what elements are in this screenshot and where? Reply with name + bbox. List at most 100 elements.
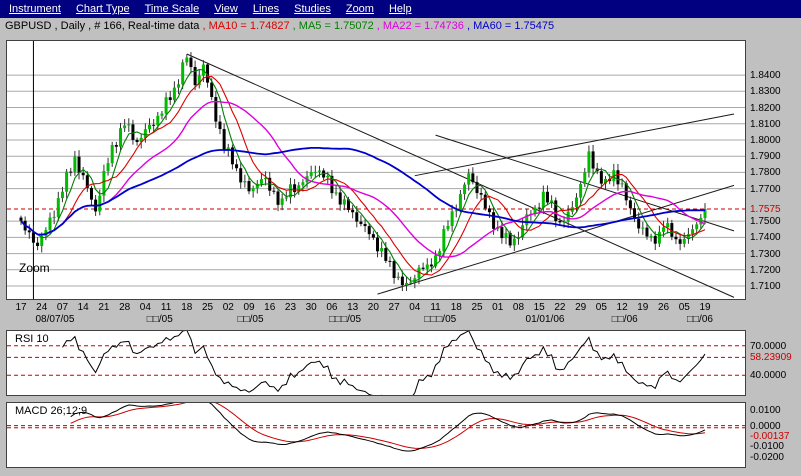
menu-item-help[interactable]: Help xyxy=(388,3,412,15)
x-week-tick: 28 xyxy=(119,302,131,313)
macd-level-3: -0.0100 xyxy=(750,440,784,452)
x-week-tick: 29 xyxy=(575,302,587,313)
x-week-tick: 20 xyxy=(367,302,379,313)
rsi-chart[interactable] xyxy=(7,331,745,395)
macd-level-4: -0.0200 xyxy=(750,451,784,463)
x-week-tick: 06 xyxy=(326,302,338,313)
x-week-tick: 16 xyxy=(264,302,276,313)
x-month-label: □□/05 xyxy=(237,314,264,325)
menu-item-studies[interactable]: Studies xyxy=(294,3,331,15)
x-week-tick: 23 xyxy=(284,302,297,313)
grid-lines xyxy=(7,74,745,287)
x-week-tick: 15 xyxy=(533,302,545,313)
x-week-tick: 11 xyxy=(160,302,172,313)
x-week-tick: 30 xyxy=(305,302,317,313)
price-label-0: 1.8400 xyxy=(750,70,781,82)
main-chart-panel[interactable]: Zoom xyxy=(6,40,746,300)
ma22-line xyxy=(20,100,706,258)
rsi-level-2: 40.0000 xyxy=(750,370,787,382)
price-label-3: 1.8100 xyxy=(750,118,781,130)
price-label-12: 1.7200 xyxy=(750,264,781,276)
x-month-label: □□/06 xyxy=(686,314,713,325)
x-week-tick: 11 xyxy=(430,302,441,313)
x-week-tick: 25 xyxy=(471,302,483,313)
x-week-tick: 18 xyxy=(181,302,193,313)
candlestick-chart[interactable] xyxy=(7,41,745,299)
price-label-10: 1.7400 xyxy=(750,232,781,244)
x-week-tick: 09 xyxy=(243,302,255,313)
price-label-5: 1.7900 xyxy=(750,151,781,163)
chart-info-bar: GBPUSD , Daily , # 166, Real-time data ,… xyxy=(0,18,801,34)
x-week-tick: 19 xyxy=(637,302,649,313)
menu-item-lines[interactable]: Lines xyxy=(252,3,280,15)
macd-level-2: -0.00137 xyxy=(750,430,790,442)
x-week-tick: 04 xyxy=(409,302,421,313)
price-label-1: 1.8300 xyxy=(750,86,781,98)
rsi-panel[interactable]: RSI 10 xyxy=(6,330,746,396)
x-month-label: □□□/05 xyxy=(424,314,457,325)
macd-level-1: 0.0000 xyxy=(750,420,781,432)
zoom-label: Zoom xyxy=(19,261,50,275)
x-week-tick: 18 xyxy=(450,302,462,313)
trend-lines xyxy=(186,53,735,298)
price-label-8: 1.7575 xyxy=(750,203,781,215)
chart-title: GBPUSD , Daily , # 166, Real-time data xyxy=(5,20,203,32)
macd-label: MACD 26;12;9 xyxy=(15,405,88,417)
x-week-tick: 19 xyxy=(699,302,711,313)
macd-signal-line xyxy=(70,403,706,449)
x-week-tick: 05 xyxy=(595,302,607,313)
ma-value-1: , MA5 = 1.75072 xyxy=(292,20,377,32)
menu-item-time-scale[interactable]: Time Scale xyxy=(144,3,200,15)
x-week-tick: 27 xyxy=(388,302,400,313)
ma60-line xyxy=(20,147,706,236)
moving-average-lines xyxy=(20,68,706,282)
x-week-tick: 02 xyxy=(222,302,234,313)
price-label-2: 1.8200 xyxy=(750,102,781,114)
x-month-label: □□/06 xyxy=(611,314,638,325)
x-week-tick: 25 xyxy=(201,302,214,313)
x-week-tick: 14 xyxy=(77,302,89,313)
price-label-9: 1.7500 xyxy=(750,216,781,228)
x-week-tick: 08 xyxy=(512,302,525,313)
macd-chart[interactable] xyxy=(7,403,745,467)
price-label-6: 1.7800 xyxy=(750,167,781,179)
price-label-11: 1.7300 xyxy=(750,248,781,260)
price-label-7: 1.7700 xyxy=(750,183,781,195)
x-week-tick: 07 xyxy=(56,302,69,313)
candlesticks xyxy=(19,52,707,292)
x-month-label: □□/05 xyxy=(146,314,173,325)
macd-line xyxy=(70,403,706,452)
x-week-tick: 21 xyxy=(98,302,110,313)
x-week-tick: 04 xyxy=(139,302,151,313)
x-week-tick: 22 xyxy=(554,302,566,313)
x-week-tick: 05 xyxy=(678,302,690,313)
ma-value-3: , MA60 = 1.75475 xyxy=(466,20,555,32)
menu-item-chart-type[interactable]: Chart Type xyxy=(75,3,130,15)
ma-value-0: , MA10 = 1.74827 xyxy=(202,20,293,32)
x-week-tick: 12 xyxy=(616,302,628,313)
menu-item-zoom[interactable]: Zoom xyxy=(345,3,374,15)
price-label-4: 1.8000 xyxy=(750,134,781,146)
x-week-tick: 24 xyxy=(36,302,48,313)
macd-level-0: 0.0100 xyxy=(750,405,781,417)
x-week-tick: 13 xyxy=(347,302,359,313)
menu-item-view[interactable]: View xyxy=(214,3,238,15)
rsi-label: RSI 10 xyxy=(15,333,49,345)
rsi-line xyxy=(62,331,706,395)
x-week-tick: 26 xyxy=(657,302,670,313)
rsi-level-1: 58.23909 xyxy=(750,352,792,364)
x-week-tick: 17 xyxy=(15,302,27,313)
price-label-13: 1.7100 xyxy=(750,281,781,293)
x-month-label: □□□/05 xyxy=(328,314,362,325)
ma-value-2: , MA22 = 1.74736 xyxy=(376,20,467,32)
menu-bar: Instrument Chart Type Time Scale View Lines S… xyxy=(0,0,801,18)
rsi-level-0: 70.0000 xyxy=(750,340,787,352)
x-week-tick: 01 xyxy=(492,302,504,313)
menu-item-instrument[interactable]: Instrument xyxy=(9,3,61,15)
macd-panel[interactable]: MACD 26;12;9 xyxy=(6,402,746,468)
x-month-label: 01/01/06 xyxy=(525,314,565,325)
x-month-label: 08/07/05 xyxy=(35,314,75,325)
ma10-line xyxy=(20,75,706,276)
ma5-line xyxy=(20,68,706,282)
